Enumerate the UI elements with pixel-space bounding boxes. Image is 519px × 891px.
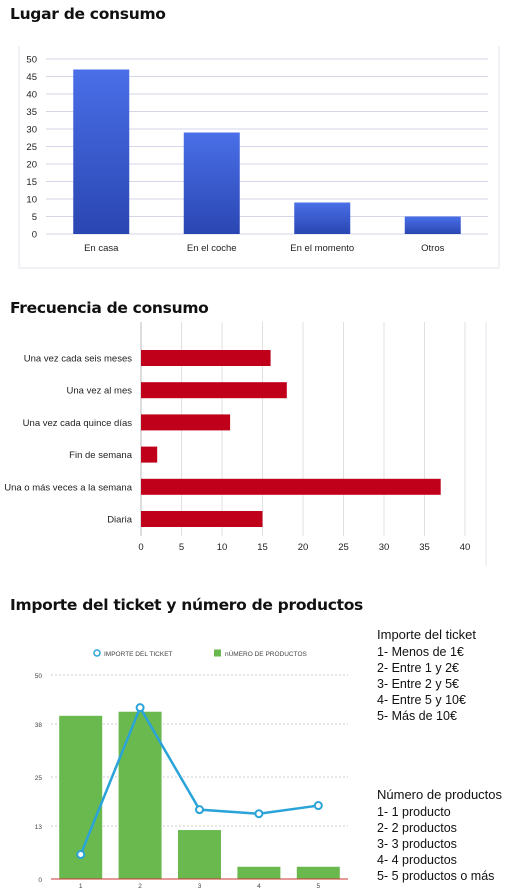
line-point [135, 703, 145, 713]
x-tick-label: En casa [84, 243, 119, 254]
legend-productos-item: 5- 5 productos o más [377, 869, 495, 883]
bar-chart-lugar-de-consumo: 0 5 10 15 20 25 30 35 40 45 50 En casa En el coche En… [18, 46, 500, 269]
x-tick-label: 2 [138, 883, 142, 890]
legend-marker-line [93, 649, 101, 657]
legend-label: nÚMERO DE PRODUCTOS [225, 649, 308, 658]
bar [141, 446, 158, 463]
legend-importe-del-ticket: Importe del ticket 1- Menos de 1€ 2- Ent… [377, 627, 476, 724]
legend-importe-item: 2- Entre 1 y 2€ [377, 661, 459, 675]
x-tick-label: 10 [217, 542, 228, 553]
bar [237, 866, 281, 879]
y-tick-label: 45 [26, 72, 37, 83]
legend-importe-item: 3- Entre 2 y 5€ [377, 677, 459, 691]
legend-productos-item: 3- 3 productos [377, 837, 457, 851]
line-point [254, 809, 264, 819]
legend-numero-de-productos: Número de productos 1- 1 producto 2- 2 p… [377, 787, 502, 884]
y-tick-label: Una vez cada seis meses [24, 354, 132, 365]
line-point [195, 805, 204, 815]
y-tick-label: 15 [26, 177, 37, 188]
legend-importe-item: 1- Menos de 1€ [377, 645, 464, 659]
y-tick-label: 40 [26, 90, 37, 101]
y-tick-label: Una vez cada quince días [23, 418, 133, 429]
legend-importe-item: 4- Entre 5 y 10€ [377, 693, 466, 707]
bar [141, 350, 271, 366]
y-tick-label: Una o más veces a la semana [4, 482, 133, 493]
x-tick-label: 20 [298, 542, 309, 553]
bar [73, 69, 130, 234]
legend-marker-bar [214, 649, 221, 657]
y-tick-label: 38 [35, 722, 43, 729]
bar [141, 414, 231, 431]
x-tick-label: 5 [316, 883, 320, 890]
bar [294, 202, 351, 234]
x-tick-label: 35 [419, 542, 430, 553]
bar [141, 382, 287, 399]
x-tick-label: En el coche [187, 243, 237, 254]
x-tick-label: 3 [198, 883, 202, 890]
y-tick-label: 25 [35, 775, 43, 782]
bar [404, 216, 461, 234]
x-tick-label: Otros [421, 243, 444, 254]
x-tick-label: 15 [257, 542, 268, 553]
y-tick-label: Una vez al mes [67, 386, 133, 397]
x-tick-label: 40 [460, 542, 471, 553]
line-point [313, 801, 323, 811]
x-tick-label: 25 [338, 542, 349, 553]
y-tick-label: 0 [38, 877, 42, 884]
y-tick-label: 5 [32, 212, 37, 223]
legend-label: IMPORTE DEL TICKET [104, 651, 173, 658]
legend-importe-item: 5- Más de 10€ [377, 709, 457, 723]
line-point [76, 850, 86, 860]
bar-chart-frecuencia-de-consumo: 0 5 10 15 20 25 30 35 40 Una vez cada seis meses U… [4, 322, 487, 566]
x-tick-label: 4 [257, 883, 261, 890]
x-tick-label: 0 [138, 542, 143, 553]
y-tick-label: 50 [26, 55, 37, 66]
bar [141, 478, 441, 495]
bar [178, 830, 221, 879]
chart-title-lugar: Lugar de consumo [10, 5, 166, 23]
y-tick-label: 50 [35, 673, 43, 680]
chart-title-importe: Importe del ticket y número de productos [10, 596, 363, 614]
legend-productos-title: Número de productos [377, 787, 503, 802]
bar [183, 132, 240, 234]
y-tick-label: 10 [26, 195, 37, 206]
y-tick-label: 35 [26, 107, 37, 118]
y-tick-label: 0 [32, 230, 37, 241]
bar [296, 866, 340, 879]
y-tick-label: 20 [26, 160, 37, 171]
x-tick-label: 5 [179, 542, 184, 553]
y-tick-label: Diaria [107, 515, 133, 526]
x-tick-label: 30 [379, 542, 390, 553]
legend-importe-title: Importe del ticket [377, 627, 476, 642]
legend-productos-item: 2- 2 productos [377, 821, 457, 835]
y-tick-label: Fin de semana [69, 450, 133, 461]
x-tick-label: En el momento [290, 243, 354, 254]
x-tick-label: 1 [79, 883, 83, 890]
y-tick-label: 30 [26, 125, 37, 136]
legend-productos-item: 1- 1 producto [377, 805, 451, 819]
chart-title-frecuencia: Frecuencia de consumo [10, 299, 209, 317]
legend-productos-item: 4- 4 productos [377, 853, 457, 867]
y-tick-label: 13 [35, 824, 43, 831]
bar [118, 711, 162, 879]
bar [141, 511, 263, 527]
y-tick-label: 25 [26, 142, 37, 153]
combo-chart-importe-numero: IMPORTE DEL TICKET nÚMERO DE PRODUCTOS013… [35, 649, 348, 890]
